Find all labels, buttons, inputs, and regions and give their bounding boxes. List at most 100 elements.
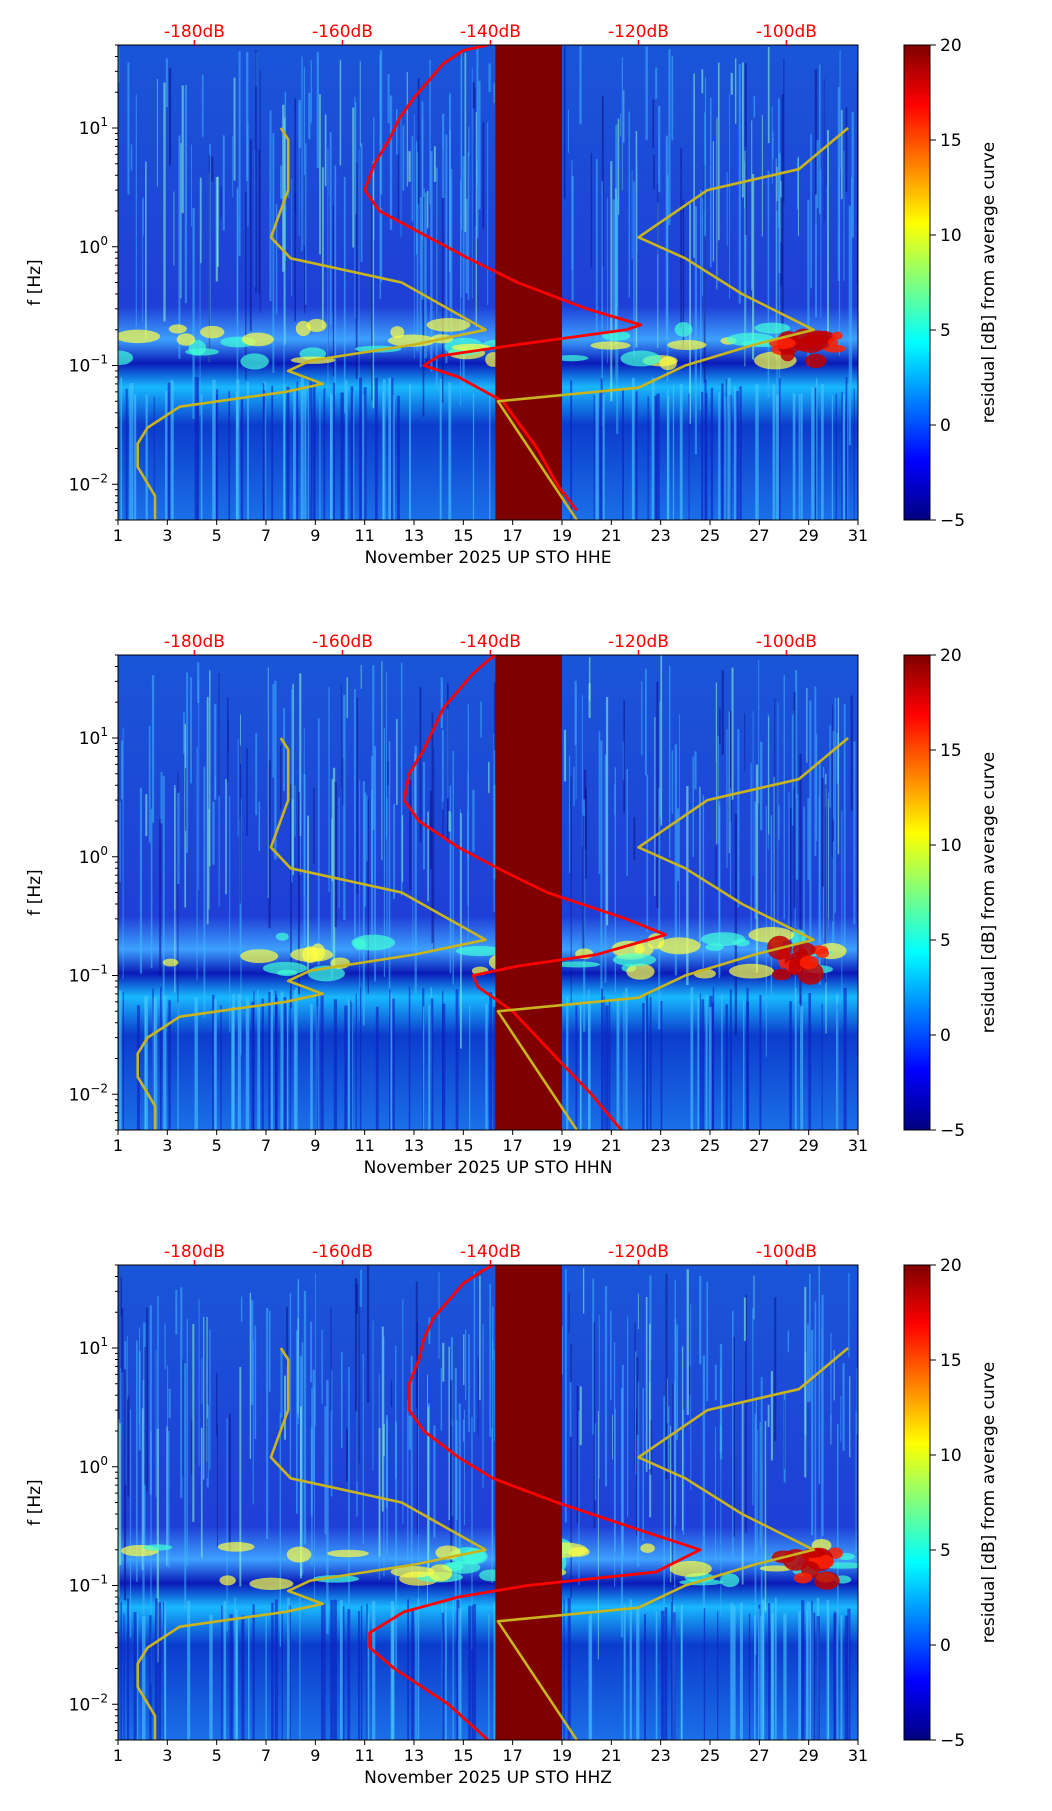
y-tick-label: 10−2 (69, 1081, 108, 1105)
spectrogram-hotspot (793, 1572, 813, 1584)
data-gap (495, 45, 562, 520)
x-tick-label: 31 (848, 1746, 868, 1765)
colorbar-tick-label: −5 (940, 1731, 965, 1751)
top-tick-label: -100dB (756, 632, 817, 652)
top-tick-label: -180dB (164, 1242, 225, 1262)
spectrogram-blob (759, 1565, 793, 1572)
spectrogram-blob (162, 958, 179, 967)
x-tick-label: 15 (453, 1136, 473, 1155)
spectrogram-blob (669, 1560, 712, 1577)
top-tick-label: -140dB (460, 1242, 521, 1262)
x-tick-label: 3 (162, 526, 172, 545)
x-tick-label: 23 (650, 1746, 670, 1765)
plot-area (118, 45, 858, 520)
colorbar (903, 44, 931, 521)
plot-area (118, 1265, 858, 1740)
spectrogram-blob (142, 1544, 173, 1551)
colorbar-label: residual [dB] from average curve (979, 142, 999, 423)
x-tick-label: 17 (502, 526, 522, 545)
x-tick-label: 21 (601, 1136, 621, 1155)
spectrogram-blob (312, 1575, 360, 1583)
spectrogram-hotspot (788, 957, 801, 976)
y-tick-label: 101 (79, 115, 108, 139)
y-axis-label: f [Hz] (25, 1479, 45, 1525)
y-tick-label: 10−1 (69, 353, 108, 377)
x-tick-label: 23 (650, 1136, 670, 1155)
spectrogram-blob (217, 1541, 255, 1552)
x-tick-label: 31 (848, 1136, 868, 1155)
x-tick-label: 15 (453, 526, 473, 545)
x-tick-label: 7 (261, 1136, 271, 1155)
spectrogram-hotspot (772, 968, 792, 981)
x-tick-label: 11 (354, 1136, 374, 1155)
top-tick-label: -120dB (608, 632, 669, 652)
spectrum-curve (363, 45, 643, 512)
x-tick-label: 11 (354, 1746, 374, 1765)
colorbar-tick-label: 0 (940, 416, 951, 436)
x-axis-label: November 2025 UP STO HHN (364, 1158, 613, 1178)
spectrogram-blob (275, 932, 289, 941)
y-tick-label: 100 (79, 234, 108, 258)
spectrogram-blob (445, 1561, 481, 1574)
colorbar-tick-label: 20 (940, 36, 962, 56)
x-tick-label: 27 (749, 526, 769, 545)
top-tick-label: -120dB (608, 1242, 669, 1262)
top-tick-label: -140dB (460, 22, 521, 42)
spectrogram-blob (176, 333, 196, 346)
y-tick-label: 10−1 (69, 1573, 108, 1597)
x-tick-label: 19 (552, 1136, 572, 1155)
spectrogram-blob (657, 937, 701, 955)
x-tick-label: 1 (113, 1136, 123, 1155)
x-tick-label: 9 (310, 526, 320, 545)
spectrogram-blob (754, 322, 791, 334)
x-tick-label: 9 (310, 1746, 320, 1765)
spectrogram-blob (290, 947, 334, 962)
colorbar-tick-label: 20 (940, 1256, 962, 1276)
x-tick-label: 3 (162, 1746, 172, 1765)
top-tick-label: -180dB (164, 22, 225, 42)
noise-model-high-curve (496, 1347, 849, 1740)
x-tick-label: 25 (700, 526, 720, 545)
spectrogram-blob (554, 355, 589, 362)
colorbar-tick-label: 10 (940, 226, 962, 246)
spectrogram-blob (327, 1549, 369, 1558)
x-tick-label: 19 (552, 526, 572, 545)
y-axis-label: f [Hz] (25, 259, 45, 305)
spectrogram-blob (626, 963, 655, 980)
spectrogram-blob (168, 324, 187, 334)
colorbar-tick-label: 0 (940, 1636, 951, 1656)
spectrogram-blob (295, 320, 311, 337)
spectrogram-blob (286, 1546, 312, 1563)
spectrogram-blob (390, 1566, 435, 1578)
top-tick-label: -160dB (312, 1242, 373, 1262)
spectrogram-blob (390, 326, 405, 339)
spectrogram-blob (426, 318, 471, 332)
spectrogram-hotspot (799, 955, 819, 970)
colorbar-tick-label: 15 (940, 131, 962, 151)
spectrogram-blob (240, 353, 269, 370)
spectrogram-blob (733, 939, 750, 947)
spectrogram-blob (306, 318, 327, 332)
colorbar (903, 654, 931, 1131)
colorbar-tick-label: −5 (940, 511, 965, 531)
spectrogram-blob (240, 949, 279, 964)
y-tick-label: 101 (79, 725, 108, 749)
plot-area (118, 655, 858, 1130)
colorbar-tick-label: 15 (940, 1351, 962, 1371)
x-tick-label: 7 (261, 526, 271, 545)
spectrogram-hotspot (827, 337, 839, 347)
colorbar-label: residual [dB] from average curve (979, 752, 999, 1033)
x-tick-label: 25 (700, 1746, 720, 1765)
spectrogram-hotspot (780, 348, 795, 362)
spectrogram-blob (659, 356, 677, 371)
spectrogram-blob (219, 1575, 236, 1586)
x-tick-label: 19 (552, 1746, 572, 1765)
spectrogram-blob (118, 329, 161, 344)
x-tick-label: 11 (354, 526, 374, 545)
spectrogram-blob (555, 961, 600, 968)
x-tick-label: 5 (212, 526, 222, 545)
top-tick-label: -160dB (312, 632, 373, 652)
